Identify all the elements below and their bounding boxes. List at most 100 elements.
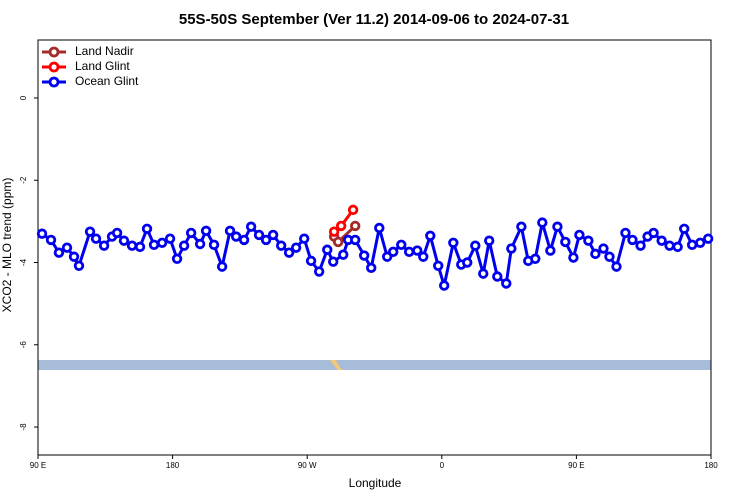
point [366, 262, 377, 274]
point [462, 257, 473, 268]
point [620, 227, 631, 239]
point [470, 240, 481, 251]
point [403, 246, 415, 258]
point [590, 248, 601, 260]
point [171, 253, 183, 265]
point [335, 220, 347, 232]
point [313, 266, 325, 277]
point [156, 237, 168, 248]
point [412, 245, 423, 256]
point [568, 252, 579, 263]
point [134, 241, 146, 253]
x-tick-label: 180 [166, 461, 180, 470]
point [68, 251, 80, 262]
x-axis-label: Longitude [349, 476, 402, 490]
point [387, 246, 399, 258]
y-tick-label: -4 [19, 258, 28, 266]
point [98, 240, 110, 251]
point [216, 261, 228, 272]
legend-label: Land Glint [75, 59, 130, 73]
map-land [330, 360, 342, 370]
point [45, 234, 57, 246]
point [73, 260, 85, 272]
point [604, 251, 615, 262]
point [350, 234, 361, 246]
point [126, 240, 138, 251]
point [672, 241, 683, 253]
legend-marker [48, 46, 60, 58]
point [36, 228, 48, 239]
point [194, 238, 206, 250]
plot-frame [37, 39, 712, 456]
point [425, 230, 436, 241]
point [141, 223, 153, 234]
point [61, 242, 73, 253]
point [545, 245, 556, 256]
point [305, 255, 317, 267]
point [537, 217, 548, 228]
point [267, 229, 279, 241]
point [448, 237, 459, 248]
point [358, 250, 370, 261]
y-axis-label: XCO2 - MLO trend (ppm) [0, 178, 14, 313]
point [530, 253, 541, 265]
point [253, 229, 265, 241]
legend-label: Land Nadir [75, 44, 134, 58]
y-tick-label: 0 [19, 95, 28, 100]
point [552, 221, 563, 232]
point [347, 204, 359, 216]
point [53, 247, 65, 258]
x-tick-label: 0 [440, 461, 445, 470]
point [275, 240, 287, 251]
point [208, 239, 220, 251]
point [332, 236, 344, 248]
point [338, 249, 349, 260]
point [648, 227, 659, 239]
point [200, 225, 212, 237]
point [299, 233, 310, 244]
point [695, 237, 706, 248]
point [328, 226, 340, 237]
point [148, 239, 160, 251]
point [224, 225, 236, 237]
y-tick-label: -8 [19, 423, 28, 431]
point [322, 244, 333, 255]
point [679, 223, 690, 234]
point [506, 243, 517, 254]
point [433, 260, 444, 272]
point [635, 240, 646, 251]
y-tick-label: -2 [19, 176, 28, 184]
point [492, 271, 503, 282]
point [374, 222, 385, 234]
point [560, 236, 571, 248]
point [245, 221, 257, 232]
point [656, 235, 667, 246]
point [290, 242, 302, 253]
map-strip [38, 360, 711, 370]
x-tick-label: 90 E [30, 461, 46, 470]
point [90, 233, 102, 244]
point [84, 226, 96, 237]
point [627, 234, 638, 246]
point [396, 239, 407, 251]
y-tick-label: -6 [19, 341, 28, 349]
point [328, 256, 339, 267]
x-tick-label: 90 W [298, 461, 317, 470]
point [702, 233, 714, 244]
point [418, 251, 429, 262]
point [283, 247, 295, 258]
point [611, 261, 622, 272]
point [516, 221, 527, 232]
point [230, 231, 242, 242]
legend-marker [48, 61, 60, 73]
point [478, 268, 489, 279]
legend-label: Ocean Glint [75, 74, 139, 88]
point [178, 240, 190, 251]
point [501, 278, 512, 289]
point [185, 227, 197, 239]
point [686, 239, 698, 251]
point [164, 233, 176, 244]
point [438, 280, 450, 291]
point [238, 234, 250, 246]
point [574, 229, 585, 241]
